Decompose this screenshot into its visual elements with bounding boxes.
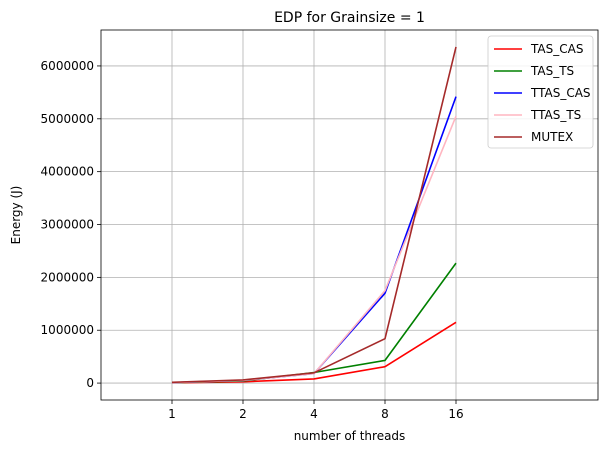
plot-frame bbox=[100, 29, 599, 401]
x-axis-label: number of threads bbox=[294, 429, 406, 443]
x-tick-label: 1 bbox=[168, 407, 176, 421]
y-tick-label: 5000000 bbox=[41, 112, 94, 126]
chart-title: EDP for Grainsize = 1 bbox=[274, 10, 425, 26]
x-axis-ticks: 1 2 4 8 16 bbox=[168, 400, 464, 421]
y-tick-label: 4000000 bbox=[41, 165, 94, 179]
x-tick-label: 4 bbox=[310, 407, 318, 421]
y-tick-label: 2000000 bbox=[41, 270, 94, 284]
legend-frame bbox=[487, 35, 594, 149]
y-tick-label: 1000000 bbox=[41, 323, 94, 337]
x-tick-label: 16 bbox=[448, 407, 463, 421]
legend-label-mutex: MUTEX bbox=[531, 130, 573, 144]
series-line-mutex bbox=[171, 46, 457, 384]
x-tick-label: 2 bbox=[239, 407, 247, 421]
series-layer bbox=[171, 46, 457, 384]
y-tick-label: 3000000 bbox=[41, 218, 94, 232]
legend: TAS_CAS TAS_TS TTAS_CAS TTAS_TS MUTEX bbox=[487, 35, 594, 149]
legend-label-ttas-ts: TTAS_TS bbox=[530, 108, 581, 122]
y-tick-label: 0 bbox=[86, 376, 94, 390]
legend-label-ttas-cas: TTAS_CAS bbox=[530, 86, 591, 100]
x-tick-label: 8 bbox=[381, 407, 389, 421]
legend-label-tas-cas: TAS_CAS bbox=[530, 42, 583, 56]
y-axis-ticks: 0 1000000 2000000 3000000 4000000 5000000 6000… bbox=[41, 59, 101, 390]
y-tick-label: 6000000 bbox=[41, 59, 94, 73]
legend-label-tas-ts: TAS_TS bbox=[530, 64, 574, 78]
y-axis-label: Energy (J) bbox=[9, 186, 23, 245]
